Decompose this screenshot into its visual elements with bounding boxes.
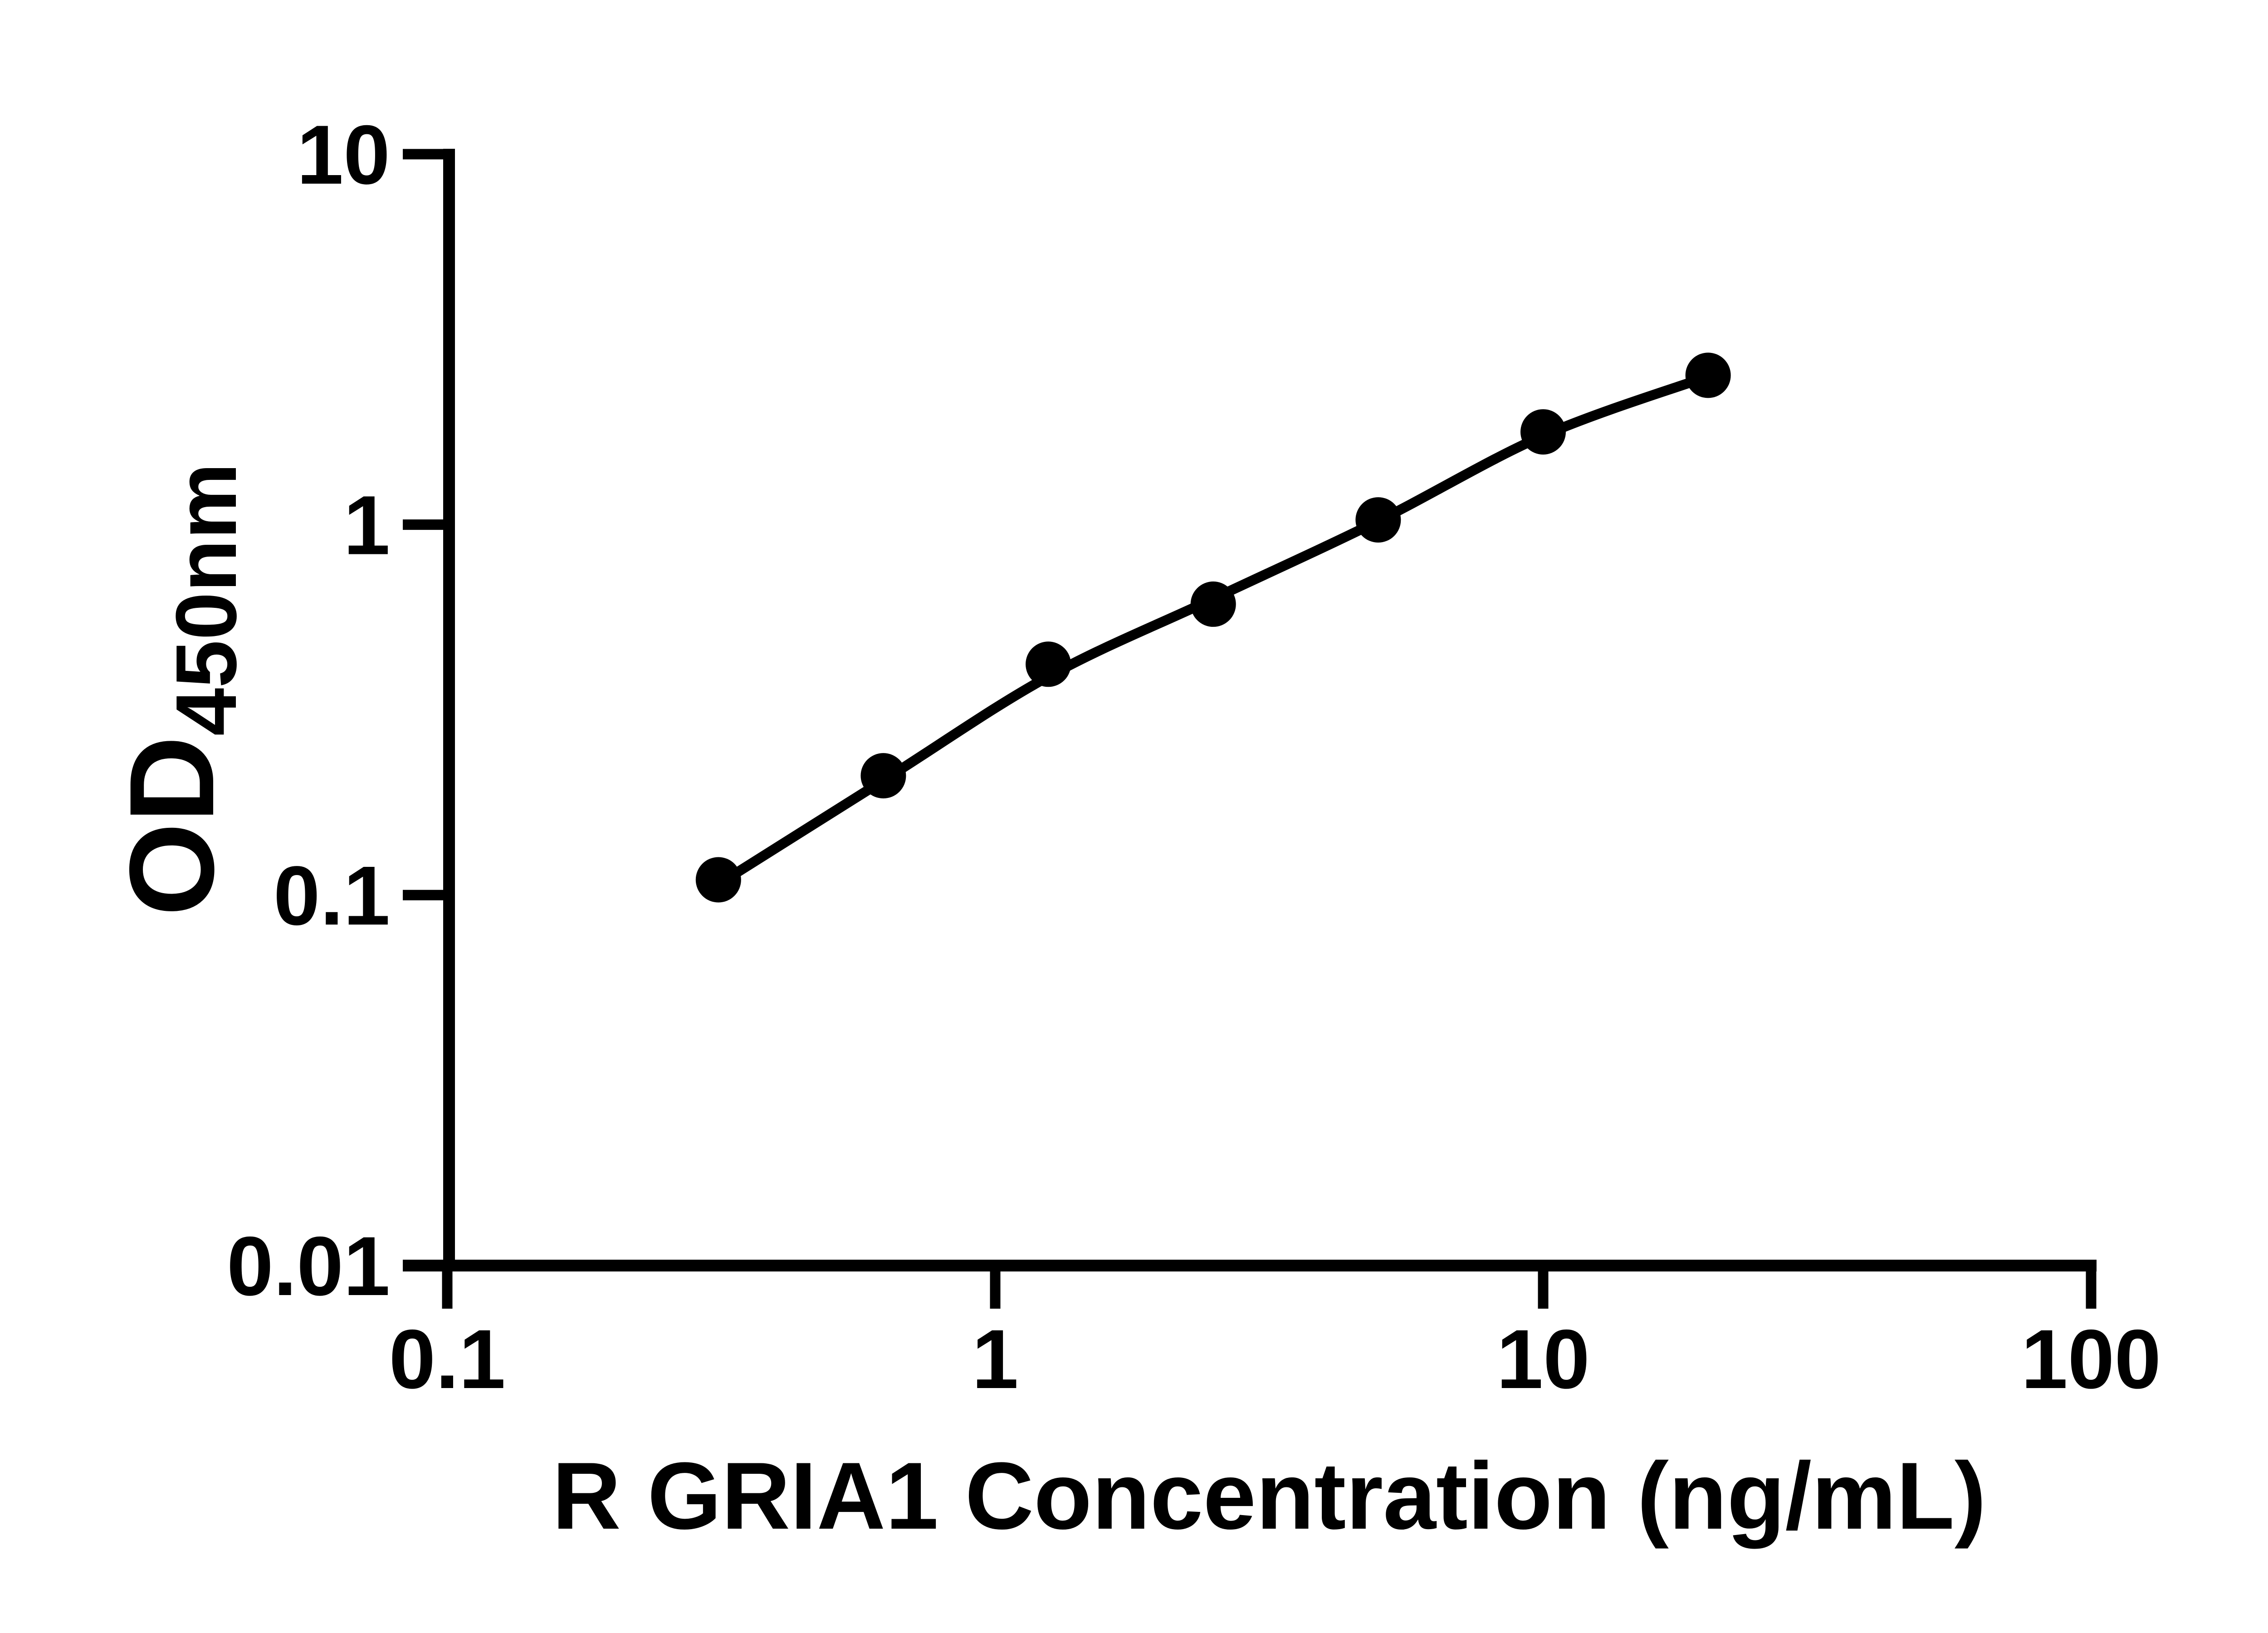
y-tick-label: 10 xyxy=(297,108,390,202)
data-point xyxy=(1190,581,1236,627)
y-tick-label: 1 xyxy=(343,479,390,572)
data-point xyxy=(1026,641,1071,687)
data-point xyxy=(695,857,741,903)
x-axis-title: R GRIA1 Concentration (ng/mL) xyxy=(552,1442,1986,1549)
fit-curve-line xyxy=(715,372,1710,889)
data-point xyxy=(1685,352,1731,398)
data-point xyxy=(860,753,906,799)
x-tick-label: 10 xyxy=(1496,1313,1590,1406)
x-tick-label: 0.1 xyxy=(389,1313,505,1406)
axis-ticks xyxy=(403,149,2097,1309)
data-point xyxy=(1520,409,1566,455)
x-tick-label: 100 xyxy=(2021,1313,2161,1406)
axes xyxy=(403,149,2097,1271)
y-axis-title-main: OD xyxy=(105,736,239,916)
x-tick-label: 1 xyxy=(972,1313,1019,1406)
data-points xyxy=(695,352,1731,903)
y-axis-title: OD450nm xyxy=(105,463,254,916)
y-axis-title-subscript: 450nm xyxy=(158,463,254,736)
y-tick-label: 0.1 xyxy=(274,849,390,943)
y-tick-label: 0.01 xyxy=(227,1220,390,1313)
data-point xyxy=(1355,497,1401,543)
